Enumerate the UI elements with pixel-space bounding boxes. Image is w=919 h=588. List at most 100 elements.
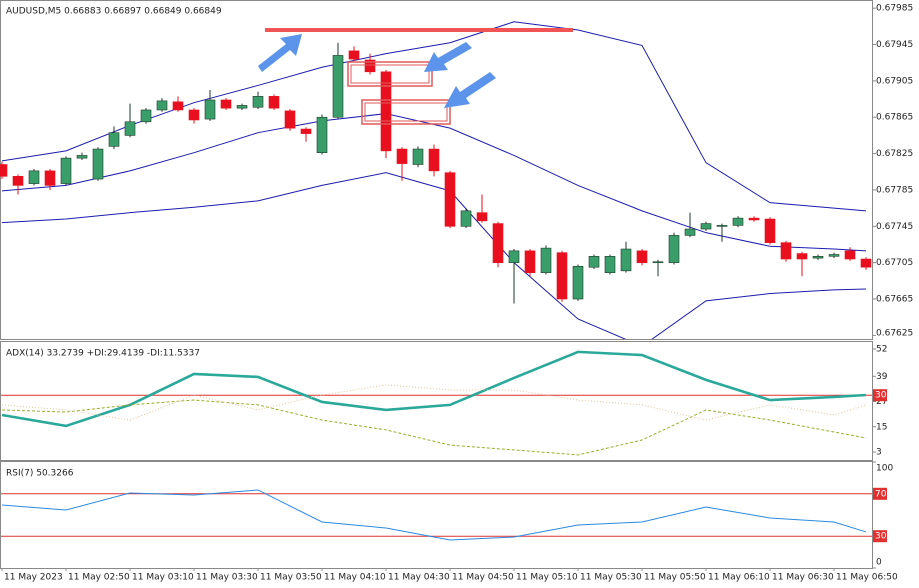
panel-title: AUDUSD,M5 0.66883 0.66897 0.66849 0.6684…: [6, 7, 222, 17]
candle-body: [44, 170, 56, 186]
level-label-box: [873, 487, 887, 500]
y-tick-label: 0.67865: [876, 113, 913, 123]
y-tick-label: 0.67945: [876, 40, 913, 50]
x-tick-label: 11 May 06:30: [772, 573, 834, 583]
candle-body: [588, 255, 600, 268]
y-tick-label: 0: [876, 558, 882, 568]
candle-body: [684, 228, 696, 236]
y-tick-label: 39: [876, 372, 888, 382]
candle-body: [300, 128, 312, 134]
candle-body: [764, 218, 776, 243]
level-label: 70: [875, 489, 887, 499]
candle-body: [828, 254, 840, 257]
candle-body: [572, 265, 584, 300]
arrow: [258, 34, 302, 72]
candle-body: [796, 253, 808, 260]
plot-area: [0, 21, 872, 339]
y-tick-label: 0.67785: [876, 185, 913, 195]
candle-body: [700, 223, 712, 230]
x-tick-label: 11 May 06:50: [836, 573, 898, 583]
candle-body: [332, 55, 344, 118]
candle-body: [252, 96, 264, 108]
y-tick-label: 3: [876, 448, 882, 458]
candle-body: [844, 250, 856, 260]
candle-body: [156, 100, 168, 111]
x-tick-label: 11 May 04:10: [324, 573, 386, 583]
y-tick-label: 0.67745: [876, 222, 913, 232]
y-tick-label: 0.67985: [876, 4, 913, 14]
arrow: [444, 72, 496, 108]
plot-area: [1, 489, 872, 541]
x-tick-label: 11 May 06:10: [708, 573, 770, 583]
candle-body: [604, 255, 616, 273]
candle-body: [76, 155, 88, 159]
candle-body: [236, 105, 248, 109]
candle-body: [92, 148, 104, 180]
candle-body: [556, 252, 568, 300]
candle-body: [812, 255, 824, 259]
candle-body: [524, 250, 536, 273]
highlight-box: [361, 99, 451, 125]
candle-body: [316, 116, 328, 153]
candle-body: [268, 96, 280, 109]
y-tick-label: 0.67665: [876, 295, 913, 305]
candle-body: [508, 250, 520, 263]
x-tick-label: 11 May 05:30: [580, 573, 642, 583]
candle-body: [284, 110, 296, 129]
x-tick-label: 11 May 05:50: [644, 573, 706, 583]
panel-frame: [0, 461, 873, 569]
candle-body: [140, 109, 152, 123]
candle-body: [396, 148, 408, 164]
candle-body: [60, 157, 72, 184]
level-label: 30: [875, 391, 887, 401]
candle-body: [460, 210, 472, 227]
candle-body: [220, 99, 232, 109]
candle-body: [620, 248, 632, 272]
candle-body: [668, 235, 680, 263]
x-tick-label: 11 May 02:50: [68, 573, 130, 583]
indicator-line: [1, 113, 867, 252]
level-label-box: [873, 389, 887, 402]
panel-frame: [0, 341, 873, 461]
candle-body: [12, 176, 24, 186]
candle-body: [428, 148, 440, 172]
panel-title: ADX(14) 33.2739 +DI:29.4139 -DI:11.5337: [6, 349, 200, 359]
y-tick-label: 100: [876, 464, 893, 474]
arrow: [424, 42, 472, 72]
candle-body: [652, 261, 664, 264]
panel-title: RSI(7) 50.3266: [6, 469, 74, 479]
candle-body: [860, 258, 872, 268]
x-tick-label: 11 May 2023: [4, 573, 63, 583]
candle-body: [780, 242, 792, 260]
candle-body: [444, 172, 456, 227]
y-tick-label: 0.67905: [876, 76, 913, 86]
candle-body: [364, 59, 376, 73]
x-tick-label: 11 May 04:50: [452, 573, 514, 583]
candle-body: [204, 99, 216, 120]
candle-body: [172, 101, 184, 111]
highlight-box: [347, 61, 433, 87]
candle-body: [188, 109, 200, 121]
y-tick-label: 15: [876, 422, 887, 432]
candle-body: [716, 225, 728, 227]
y-tick-label: 0.67825: [876, 149, 913, 159]
highlight-box: [350, 64, 430, 84]
indicator-line: [1, 399, 867, 456]
x-tick-label: 11 May 04:30: [388, 573, 450, 583]
level-label-box: [873, 530, 887, 543]
candle-body: [108, 132, 120, 147]
candle-body: [348, 50, 360, 60]
indicator-line: [1, 350, 867, 428]
candle-body: [476, 212, 488, 222]
indicator-line: [1, 21, 867, 212]
candle-body: [0, 164, 8, 177]
y-tick-label: 0.67705: [876, 258, 913, 268]
x-tick-label: 11 May 03:10: [132, 573, 194, 583]
candle-body: [492, 223, 504, 263]
indicator-line: [1, 489, 867, 541]
candle-body: [540, 247, 552, 273]
y-tick-label: 52: [876, 344, 887, 354]
candle-body: [28, 170, 40, 184]
